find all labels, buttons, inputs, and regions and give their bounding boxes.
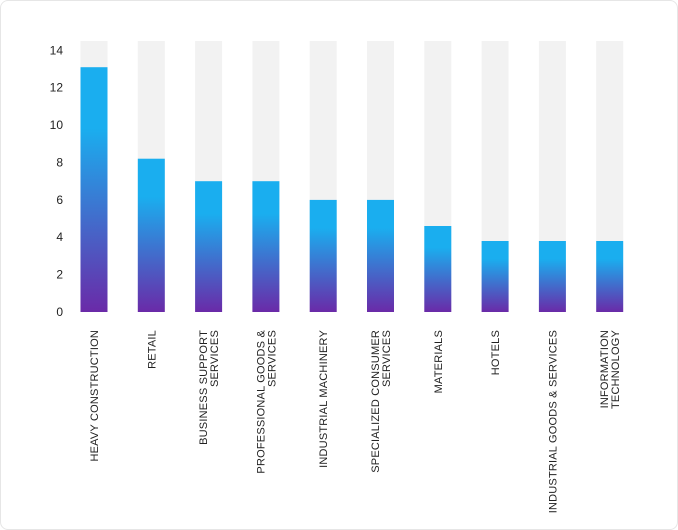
bar	[309, 199, 337, 312]
bar	[538, 241, 566, 312]
category-label-line: BUSINESS SUPPORT	[198, 330, 210, 445]
y-tick-label: 10	[50, 118, 64, 132]
bar	[596, 241, 624, 312]
y-tick-label: 8	[56, 156, 63, 170]
category-label: SPECIALIZED CONSUMERSERVICES	[370, 330, 393, 473]
y-tick-label: 0	[56, 305, 63, 319]
category-label-line: MATERIALS	[433, 330, 445, 393]
x-axis-labels: HEAVY CONSTRUCTION RETAIL BUSINESS SUPPORT…	[89, 330, 622, 514]
bars	[80, 67, 624, 312]
category-label: PROFESSIONAL GOODS &SERVICES	[255, 330, 278, 474]
category-label-line: INFORMATION	[599, 330, 611, 408]
category-label: INDUSTRIAL GOODS & SERVICES	[547, 330, 559, 513]
category-label: RETAIL	[146, 330, 158, 369]
y-axis: 0 2 4 6 8 10 12 14	[50, 43, 64, 319]
y-tick-label: 12	[50, 81, 64, 95]
bar	[367, 199, 394, 312]
category-label-line: TECHNOLOGY	[610, 330, 622, 409]
category-label-line: PROFESSIONAL GOODS &	[255, 330, 267, 474]
y-tick-label: 14	[50, 43, 64, 57]
category-label-line: HOTELS	[490, 330, 502, 375]
category-label: BUSINESS SUPPORTSERVICES	[198, 330, 221, 445]
category-label: INFORMATIONTECHNOLOGY	[599, 330, 622, 409]
category-label-line: SERVICES	[381, 330, 393, 387]
category-label: INDUSTRIAL MACHINERY	[318, 330, 330, 468]
category-label: HOTELS	[490, 330, 502, 375]
category-label-line: INDUSTRIAL MACHINERY	[318, 330, 330, 468]
category-label-line: INDUSTRIAL GOODS & SERVICES	[547, 330, 559, 513]
bar	[195, 181, 223, 312]
bar	[481, 241, 509, 312]
bar	[424, 226, 452, 312]
category-label-line: HEAVY CONSTRUCTION	[89, 330, 101, 462]
bar	[80, 67, 108, 312]
category-label-line: SERVICES	[266, 330, 278, 387]
category-label: HEAVY CONSTRUCTION	[89, 330, 101, 462]
y-tick-label: 4	[56, 230, 63, 244]
y-tick-label: 6	[56, 193, 63, 207]
category-label-line: SERVICES	[209, 330, 221, 387]
category-label-line: SPECIALIZED CONSUMER	[370, 330, 382, 473]
bar	[252, 181, 280, 312]
bar	[137, 158, 165, 312]
category-label-line: RETAIL	[146, 330, 158, 369]
y-tick-label: 2	[56, 268, 63, 282]
category-label: MATERIALS	[433, 330, 445, 393]
